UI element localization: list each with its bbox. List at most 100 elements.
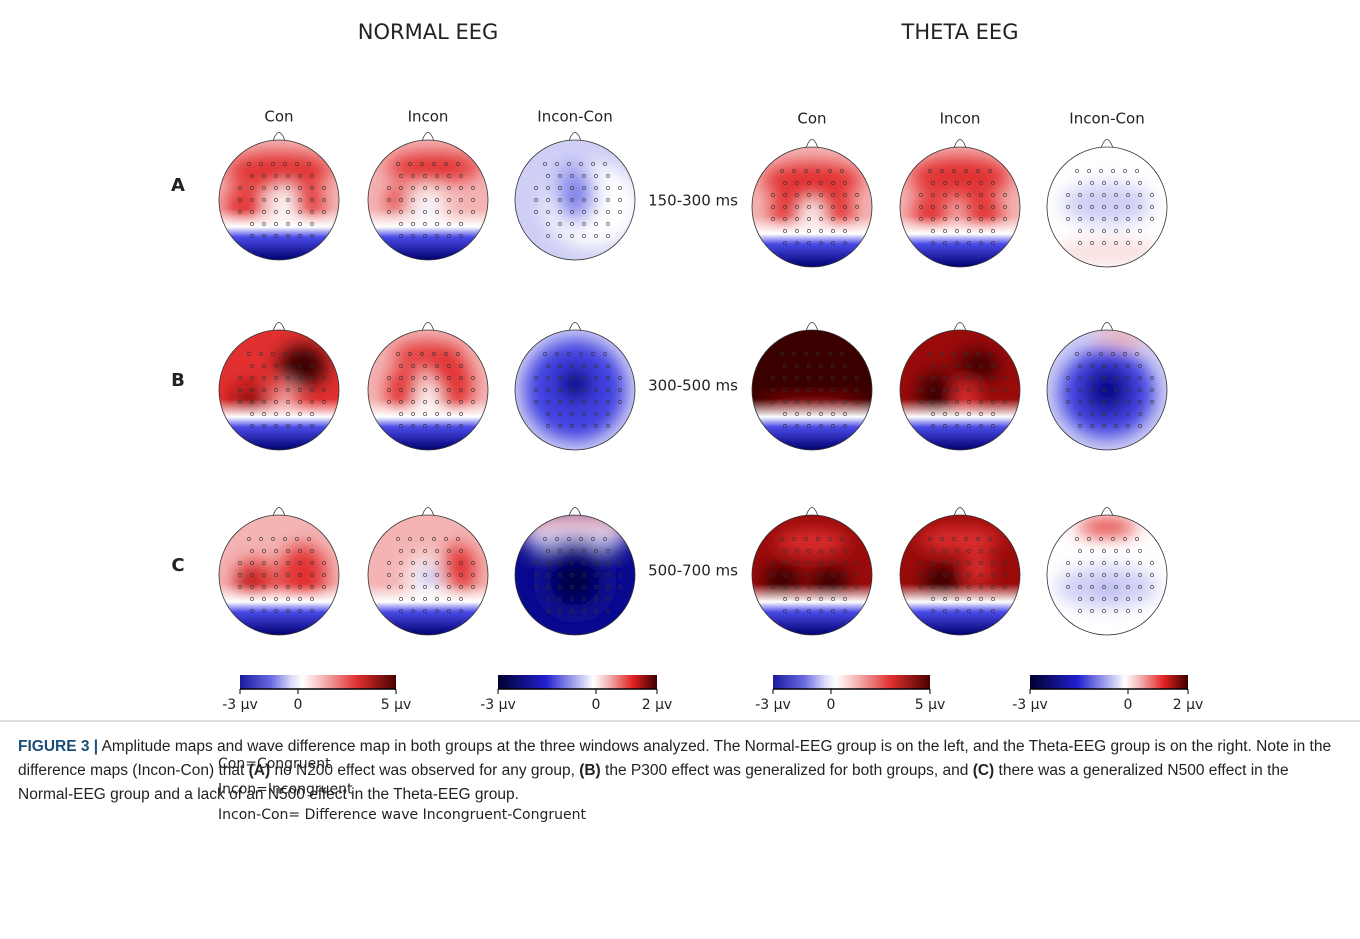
electrode <box>1126 205 1130 209</box>
electrode <box>1075 169 1079 173</box>
blobs <box>1056 518 1158 608</box>
electrode <box>471 585 475 589</box>
electrode <box>606 174 610 178</box>
electrode <box>819 424 823 428</box>
electrode <box>399 573 403 577</box>
electrode <box>1126 229 1130 233</box>
electrode <box>399 198 403 202</box>
electrode <box>955 585 959 589</box>
electrode <box>594 376 598 380</box>
electrode <box>816 537 820 541</box>
electrode <box>943 424 947 428</box>
head-outline <box>1046 146 1168 268</box>
electrode <box>286 549 290 553</box>
electrode <box>471 210 475 214</box>
head-outline <box>751 514 873 636</box>
electrode <box>955 412 959 416</box>
electrode <box>618 573 622 577</box>
caption-text: Amplitude maps and wave difference map i… <box>18 738 1332 779</box>
electrode <box>555 537 559 541</box>
electrode <box>298 234 302 238</box>
electrode <box>471 198 475 202</box>
electrode <box>979 585 983 589</box>
caption-text: the P300 effect was generalized for both… <box>600 762 973 779</box>
group-title: NORMAL EEG <box>358 20 499 44</box>
electrode <box>967 241 971 245</box>
row-label: C <box>171 555 184 576</box>
head-outline <box>899 514 1021 636</box>
electrode <box>1138 561 1142 565</box>
electrode <box>435 186 439 190</box>
electrode <box>570 376 574 380</box>
blobs <box>1059 330 1155 438</box>
electrode <box>471 400 475 404</box>
electrode <box>262 186 266 190</box>
electrode <box>310 388 314 392</box>
electrode <box>411 573 415 577</box>
electrode <box>783 205 787 209</box>
electrode <box>307 537 311 541</box>
electrode <box>310 234 314 238</box>
electrode <box>606 412 610 416</box>
electrode <box>534 585 538 589</box>
electrode <box>570 210 574 214</box>
electrode <box>931 412 935 416</box>
head-outline <box>218 514 340 636</box>
topomap <box>751 139 873 268</box>
electrode <box>558 400 562 404</box>
electrode <box>1003 376 1007 380</box>
electrode <box>396 537 400 541</box>
electrode <box>931 424 935 428</box>
electrode <box>606 424 610 428</box>
blob <box>225 152 333 188</box>
caption-panel-ref: (C) <box>972 762 995 779</box>
electrode <box>262 388 266 392</box>
electrode <box>771 585 775 589</box>
electrode <box>1114 573 1118 577</box>
electrode <box>931 193 935 197</box>
electrode <box>795 217 799 221</box>
electrode <box>928 169 932 173</box>
electrode <box>831 364 835 368</box>
electrode <box>238 388 242 392</box>
electrode <box>783 424 787 428</box>
electrode <box>396 162 400 166</box>
electrode <box>262 549 266 553</box>
electrode <box>991 364 995 368</box>
electrode <box>471 376 475 380</box>
electrode <box>1087 537 1091 541</box>
electrode <box>855 573 859 577</box>
electrode <box>262 222 266 226</box>
electrode <box>594 400 598 404</box>
electrode <box>286 376 290 380</box>
electrode <box>1102 193 1106 197</box>
electrode <box>991 376 995 380</box>
electrode <box>618 561 622 565</box>
electrode <box>570 609 574 613</box>
electrode <box>262 198 266 202</box>
electrode <box>423 597 427 601</box>
electrode <box>931 573 935 577</box>
electrode <box>831 549 835 553</box>
electrode <box>447 412 451 416</box>
electrode <box>447 573 451 577</box>
electrode <box>831 205 835 209</box>
electrode <box>274 210 278 214</box>
electrode <box>399 388 403 392</box>
electrode <box>1111 352 1115 356</box>
electrode <box>459 364 463 368</box>
electrode <box>447 400 451 404</box>
electrode <box>807 561 811 565</box>
electrode <box>1003 400 1007 404</box>
electrode <box>411 412 415 416</box>
electrode <box>843 561 847 565</box>
electrode <box>286 561 290 565</box>
electrode <box>262 573 266 577</box>
electrode <box>771 205 775 209</box>
electrode <box>534 388 538 392</box>
nose <box>1100 322 1114 332</box>
electrode <box>399 585 403 589</box>
head-outline <box>899 329 1021 451</box>
electrode <box>771 376 775 380</box>
group-title: THETA EEG <box>901 20 1019 44</box>
